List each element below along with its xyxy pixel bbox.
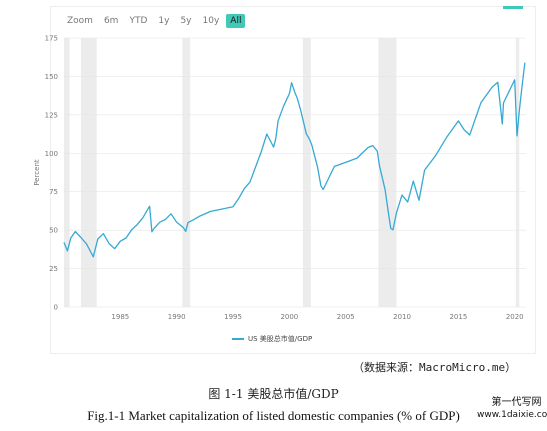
corner-accent — [503, 6, 523, 9]
x-tick-label-2005: 2005 — [337, 313, 355, 321]
recession-band-1 — [80, 38, 97, 307]
y-tick-label-25: 25 — [49, 265, 58, 273]
x-tick-label-2015: 2015 — [449, 313, 467, 321]
series-line-us-market-cap-gdp — [63, 62, 526, 258]
recession-band-3 — [302, 38, 311, 307]
zoom-label: Zoom — [67, 16, 93, 26]
figure-caption-cn: 图 1-1 美股总市值/GDP — [208, 387, 339, 401]
legend[interactable]: US 美股总市值/GDP — [232, 333, 312, 345]
legend-swatch — [232, 338, 244, 340]
x-tick-label-1995: 1995 — [224, 313, 242, 321]
watermark-line-1: 第一代写网 — [491, 397, 542, 408]
watermark: 第一代写网 www.1daixie.com — [477, 397, 547, 421]
zoom-1y-button[interactable]: 1y — [158, 16, 170, 26]
legend-series-label: US 美股总市值/GDP — [248, 335, 313, 343]
y-axis-label: Percent — [33, 159, 41, 186]
x-tick-label-1990: 1990 — [168, 313, 186, 321]
source-note: （数据来源：MacroMicro.me） — [353, 361, 517, 374]
x-tick-label-2000: 2000 — [280, 313, 298, 321]
x-tick-label-1985: 1985 — [111, 313, 129, 321]
zoom-5y-button[interactable]: 5y — [180, 16, 192, 26]
recession-band-4 — [378, 38, 397, 307]
zoom-6m-button[interactable]: 6m — [103, 16, 119, 26]
recession-band-2 — [182, 38, 191, 307]
y-tick-label-100: 100 — [45, 150, 58, 158]
zoom-10y-button[interactable]: 10y — [202, 16, 220, 26]
y-tick-label-50: 50 — [49, 227, 58, 235]
watermark-line-2: www.1daixie.com — [477, 410, 547, 420]
y-tick-label-0: 0 — [54, 304, 58, 312]
recession-band-0 — [64, 38, 70, 307]
y-tick-label-75: 75 — [49, 188, 58, 196]
line-chart: 0 25 50 75 100 125 150 175 1985 1990 1995 2000 2005 2… — [33, 35, 526, 321]
x-tick-label-2010: 2010 — [393, 313, 411, 321]
figure-caption-en: Fig.1-1 Market capitalization of listed … — [87, 408, 460, 423]
zoom-ytd-button[interactable]: YTD — [129, 16, 148, 26]
y-tick-label-150: 150 — [45, 73, 58, 81]
x-tick-label-2020: 2020 — [506, 313, 524, 321]
y-tick-label-175: 175 — [45, 35, 58, 43]
zoom-all-button[interactable]: All — [226, 14, 246, 28]
y-tick-label-125: 125 — [45, 111, 58, 119]
zoom-bar: Zoom 6m YTD 1y 5y 10y All — [67, 13, 246, 29]
recession-band-5 — [515, 38, 520, 307]
chart-panel — [50, 6, 536, 354]
